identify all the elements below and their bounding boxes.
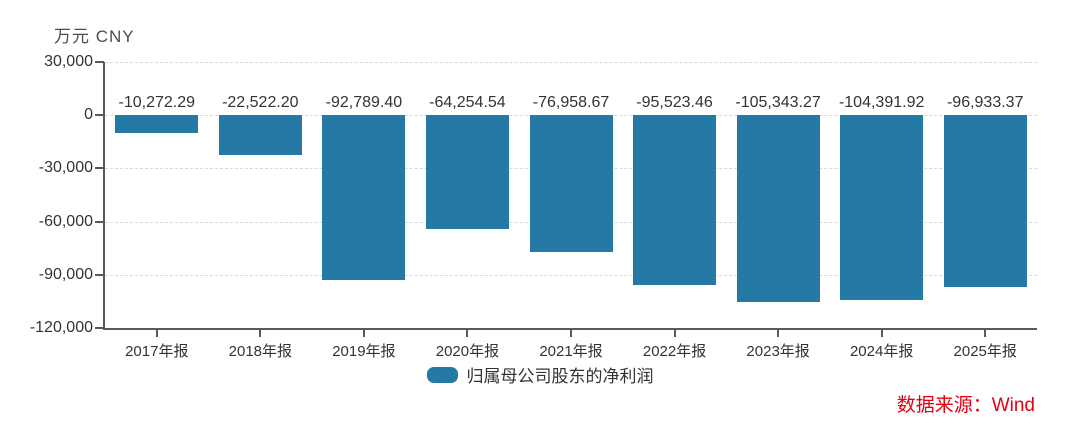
- x-axis-label: 2023年报: [746, 343, 810, 360]
- x-tick-mark: [984, 328, 987, 337]
- bar[interactable]: [425, 115, 509, 230]
- x-tick-mark: [259, 328, 262, 337]
- x-axis-label: 2024年报: [849, 343, 914, 360]
- x-tick-mark: [155, 328, 158, 337]
- legend[interactable]: 归属母公司股东的净利润: [0, 362, 1080, 387]
- y-tick-label: 30,000: [44, 53, 93, 70]
- plot-area: 30,000 0 -30,000 -60,000 -90,000 -120,000 -10,…: [30, 53, 1037, 360]
- bar[interactable]: [840, 115, 924, 301]
- x-axis-label: 2017年报: [125, 343, 189, 360]
- bar[interactable]: [115, 115, 199, 134]
- x-axis-label: 2025年报: [953, 343, 1017, 360]
- bar[interactable]: [529, 115, 613, 252]
- x-axis-label: 2022年报: [642, 343, 707, 360]
- y-tick-label: -120,000: [29, 319, 93, 336]
- bar-value-label: -105,343.27: [735, 94, 821, 112]
- gridline: [105, 274, 1037, 276]
- y-tick-mark: [95, 220, 104, 223]
- bar-value-label: -95,523.46: [636, 94, 713, 112]
- x-axis-label: 2021年报: [539, 343, 603, 360]
- bar-value-label: -10,272.29: [118, 94, 196, 112]
- legend-label: 归属母公司股东的净利润: [466, 367, 654, 386]
- gridline: [105, 62, 1037, 63]
- y-axis-unit-label: 万元 CNY: [54, 27, 135, 46]
- bar-value-label: -22,522.20: [222, 94, 299, 112]
- x-axis-label: 2020年报: [435, 343, 500, 360]
- bar[interactable]: [736, 115, 820, 302]
- bar-value-label: -104,391.92: [838, 94, 925, 112]
- y-tick-mark: [95, 327, 104, 329]
- y-tick-label: 0: [84, 106, 93, 124]
- bar[interactable]: [943, 115, 1027, 288]
- y-tick-mark: [95, 61, 104, 63]
- bar[interactable]: [218, 115, 302, 156]
- bar-value-label: -64,254.54: [429, 94, 506, 112]
- y-tick-mark: [95, 273, 104, 276]
- y-tick-mark: [95, 167, 104, 170]
- bar-value-label: -76,958.67: [532, 94, 610, 112]
- y-tick-label: -30,000: [38, 159, 93, 177]
- x-tick-mark: [673, 328, 676, 337]
- bar[interactable]: [322, 115, 406, 280]
- data-source-note: 数据来源：Wind: [896, 395, 1035, 416]
- y-tick-label: -90,000: [38, 265, 93, 283]
- y-tick-mark: [95, 114, 104, 117]
- x-axis-label: 2018年报: [228, 343, 293, 360]
- bar[interactable]: [633, 115, 717, 285]
- x-tick-mark: [570, 328, 572, 337]
- x-tick-mark: [880, 328, 883, 337]
- bar-value-label: -92,789.40: [325, 94, 403, 112]
- x-axis-label: 2019年报: [332, 343, 396, 360]
- y-tick-label: -60,000: [38, 212, 93, 230]
- legend-swatch: [426, 366, 458, 383]
- x-tick-mark: [777, 328, 780, 337]
- bar-value-label: -96,933.37: [946, 94, 1024, 112]
- x-tick-mark: [466, 328, 469, 337]
- x-tick-mark: [362, 328, 365, 337]
